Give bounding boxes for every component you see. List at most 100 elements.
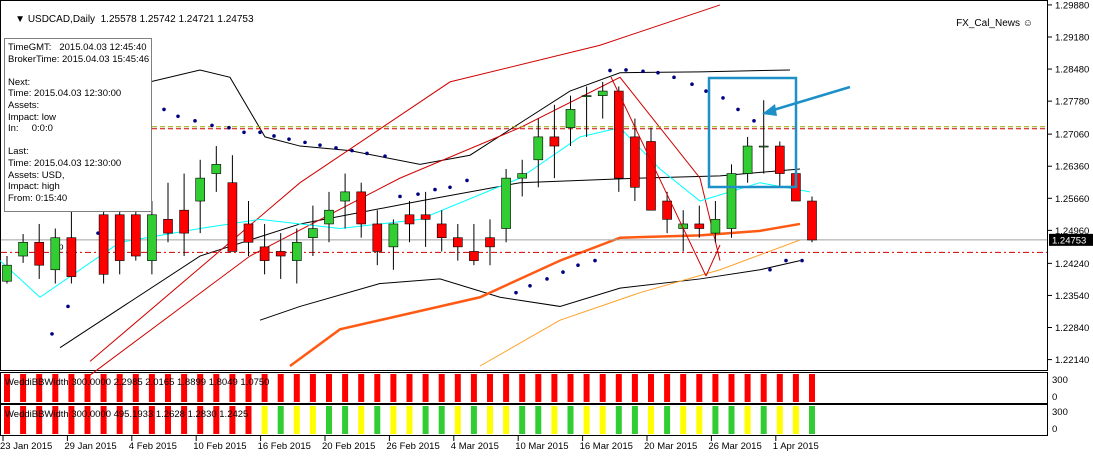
- sub1-bar: [52, 374, 59, 402]
- info-next-header: Next:: [8, 76, 31, 88]
- sub2-bar: [648, 406, 654, 434]
- sub1-bar: [487, 374, 493, 402]
- sar-dot: [318, 143, 322, 147]
- sub1-bar: [4, 374, 10, 402]
- sub2-bar: [631, 406, 638, 434]
- info-last-assets: Assets: USD,: [8, 169, 65, 181]
- sub2-bar: [712, 406, 719, 434]
- sub1-bar: [567, 374, 574, 402]
- sub2-bar: [277, 406, 284, 434]
- sar-dot: [624, 68, 628, 72]
- sar-dot: [96, 231, 100, 235]
- sub2-bar: [390, 406, 397, 434]
- sub2-bar: [567, 406, 574, 434]
- chart-title-text: USDCAD,Daily 1.25578 1.25742 1.24721 1.2…: [27, 14, 254, 25]
- sub1-bar: [165, 374, 171, 402]
- lower-band-line: [259, 260, 801, 321]
- sar-dot: [176, 114, 180, 119]
- sub1-bar: [84, 374, 91, 402]
- time-axis-label: 16 Mar 2015: [580, 441, 633, 452]
- sar-dot: [593, 258, 597, 263]
- price-axis-label: 1.26360: [1055, 162, 1089, 173]
- sub1-bar: [454, 374, 461, 402]
- price-axis: 1.29880 1.29180 1.28480 1.27780 1.27060 1.263…: [1047, 0, 1093, 366]
- sar-dot: [448, 185, 452, 190]
- bull-candle: [758, 145, 769, 148]
- sub1-bar: [648, 374, 654, 402]
- bull-candle: [388, 223, 399, 248]
- bull-candle: [147, 214, 157, 261]
- sub1-bar: [100, 374, 107, 402]
- sub2-bar: [664, 406, 671, 434]
- sub1-bar: [229, 374, 236, 402]
- time-axis-label: 23 Jan 2015: [0, 441, 52, 452]
- symbol-menu-icon[interactable]: ▼: [15, 14, 28, 25]
- sub1-bar: [261, 374, 268, 402]
- time-axis-label: 20 Mar 2015: [644, 441, 697, 452]
- sub1-bar: [293, 374, 300, 402]
- info-next-time: Time: 2015.04.03 12:30:00: [8, 88, 122, 100]
- sub1-bar: [197, 374, 204, 402]
- sub1-bar: [519, 374, 526, 402]
- sub2-scale-top: 300: [1052, 407, 1068, 418]
- info-last-header: Last:: [8, 146, 29, 158]
- time-axis-label: 4 Mar 2015: [451, 441, 499, 452]
- bear-candle: [163, 219, 173, 234]
- price-axis-label: 1.23540: [1055, 291, 1089, 302]
- sub1-bar: [390, 374, 397, 402]
- sar-dot: [690, 82, 694, 86]
- sub2-bar: [100, 406, 107, 434]
- sub2-bar: [422, 406, 429, 434]
- time-axis-label: 26 Mar 2015: [708, 441, 761, 452]
- bull-candle: [340, 191, 350, 202]
- time-axis-label: 1 Apr 2015: [773, 441, 819, 452]
- bull-candle: [50, 237, 61, 271]
- sar-dot: [303, 140, 307, 145]
- info-last-impact: Impact: high: [8, 181, 60, 193]
- sub2-bar: [438, 406, 445, 434]
- bear-candle: [372, 223, 383, 252]
- time-axis-label: 20 Feb 2015: [322, 441, 375, 452]
- price-axis-label: 1.22140: [1055, 355, 1089, 366]
- bull-candle: [18, 241, 28, 257]
- sub1-bar: [36, 374, 43, 402]
- sar-dot: [752, 119, 756, 123]
- bull-candle: [195, 177, 205, 202]
- bear-candle: [452, 237, 463, 248]
- sub2-bar: [20, 406, 27, 434]
- sub2-bar: [503, 406, 510, 434]
- sub1-bar: [309, 374, 316, 402]
- current-price-value: 1.24753: [1052, 235, 1086, 246]
- bear-candle: [356, 191, 367, 225]
- sub2-bar: [776, 406, 783, 434]
- sub2-bar: [551, 406, 558, 434]
- news-info-box: TimeGMT: 2015.04.03 12:45:40 BrokerTime:…: [4, 38, 152, 212]
- bull-candle: [2, 264, 12, 282]
- sar-dot: [365, 151, 369, 156]
- bear-candle: [630, 136, 640, 188]
- sub2-bar: [197, 406, 204, 434]
- sar-dot: [784, 258, 788, 263]
- time-axis-label: 26 Feb 2015: [386, 441, 439, 452]
- chart-title: ▼ USDCAD,Daily 1.25578 1.25742 1.24721 1…: [4, 3, 254, 36]
- sar-dot: [465, 178, 469, 183]
- sub2-bar: [487, 406, 493, 434]
- sub1-bar: [712, 374, 719, 402]
- bull-candle: [726, 173, 737, 229]
- info-next-assets: Assets:: [8, 99, 40, 111]
- sub2-bar: [454, 406, 461, 434]
- bear-candle: [131, 214, 141, 257]
- sub2-bar: [84, 406, 91, 434]
- sub2-bar: [293, 406, 300, 434]
- sub2-bar: [309, 406, 316, 434]
- sub1-bar: [744, 374, 751, 402]
- sub2-bar: [535, 406, 542, 434]
- bull-candle: [710, 219, 721, 234]
- info-next-in: In: 0:0:0: [8, 123, 53, 135]
- light-orange-moving-average: [479, 239, 801, 367]
- sar-dot: [258, 130, 262, 135]
- sub1-bar: [776, 374, 783, 402]
- sub1-scale-top: 300: [1052, 375, 1068, 386]
